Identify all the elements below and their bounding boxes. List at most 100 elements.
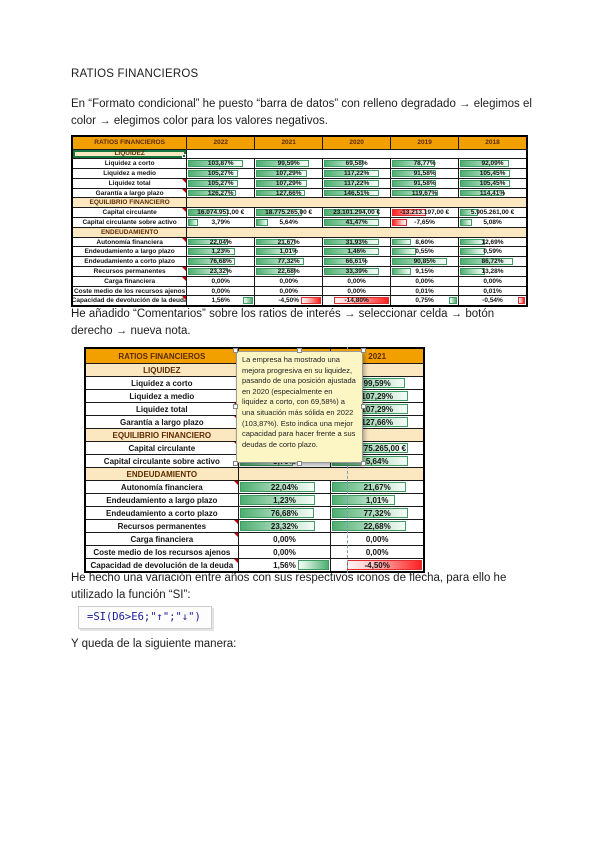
note-selection-handle [296,461,302,466]
column-header: RATIOS FINANCIEROS [73,137,187,149]
value-cell: 77,32% [254,257,322,267]
value-text: 0,00% [483,277,502,285]
data-bar [188,268,229,275]
page-title: RATIOS FINANCIEROS [71,68,199,80]
value-cell: 0,00% [254,286,322,296]
table-row: Coste medio de los recursos ajenos 0,00% 0… [73,285,526,296]
data-bar [256,238,296,246]
value-cell: 18.775.265,00 € [254,208,322,218]
data-bar [392,189,438,197]
value-cell: 16.074.951,00 € [186,208,254,218]
value-text: 5,64% [365,456,389,466]
value-cell: 22,04% [237,481,331,493]
value-cell: 0,59% [458,247,526,257]
data-bar [460,238,486,246]
value-cell: 1,56% [186,296,254,306]
value-text: 1,01% [279,248,298,256]
value-text: -7,65% [414,218,435,226]
value-cell: 66,61% [322,257,390,267]
value-cell: 0,00% [186,286,254,296]
data-bar [188,219,199,226]
data-bar [188,209,229,217]
value-cell: 105,27% [186,178,254,188]
row-label: Liquidez a corto [131,378,193,388]
row-label: Garantía a largo plazo [86,416,238,428]
table-row: Autonomía financiera 22,04% 21,67% 31,93% 8,… [73,236,526,247]
row-label: Capital circulante [86,442,238,454]
value-text: 92,09% [481,160,504,168]
data-bar [324,160,363,168]
value-cell: 117,22% [322,178,390,188]
column-header: 2019 [390,137,459,149]
value-cell: 91,58% [390,169,458,178]
value-text: 126,27% [207,189,234,197]
data-bar [392,219,407,226]
value-cell: 0,00% [390,276,458,286]
value-text: 0,00% [273,547,296,557]
value-cell: 0,00% [458,276,526,286]
row-label: Garantía a largo plazo [73,188,187,198]
data-bar [256,219,269,226]
value-text: 146,51% [343,189,370,197]
value-cell: 0,00% [254,276,322,286]
value-text: 0,00% [415,277,434,285]
section-row: ENDEUDAMIENTO [73,226,526,237]
value-cell: 1,01% [330,494,423,506]
data-bar [324,219,380,226]
value-text: 105,27% [207,169,234,177]
value-cell: 0,01% [458,286,526,296]
value-cell: 0,00% [186,276,254,286]
value-cell: -7,65% [390,218,458,227]
value-cell: 22,68% [254,267,322,276]
data-bar [392,238,411,246]
note-selection-handle [233,348,238,353]
value-text: 127,66% [275,189,302,197]
data-bar [460,248,486,256]
row-label: Autonomía financiera [73,237,187,247]
data-bar [517,297,526,305]
data-bar [392,170,437,177]
data-bar [324,170,380,177]
table-row: Recursos permanentes 23,32% 22,68% [86,519,423,532]
value-cell: -0,54% [458,296,526,306]
value-text: 117,22% [343,179,370,187]
data-bar [188,258,236,266]
data-bar [188,238,228,246]
value-cell: 12,69% [458,237,526,247]
value-cell: 9,15% [390,267,458,276]
column-header: 2018 [458,137,527,149]
data-bar [449,297,458,305]
value-text: 119,67% [411,189,438,197]
value-cell: 1,46% [322,247,390,257]
row-label: Coste medio de los recursos ajenos [93,547,231,557]
data-bar [256,268,296,275]
value-cell: 21,67% [330,481,423,493]
data-bar [242,297,254,305]
table-row: Carga financiera 0,00% 0,00% 0,00% 0,00% 0,00… [73,275,526,286]
table-row: Capital circulante sobre activo 3,79% 5,64… [73,217,526,227]
data-bar [324,248,380,256]
value-cell: 107,29% [254,178,322,188]
value-cell: 76,68% [186,257,254,267]
data-bar [256,179,307,187]
value-cell: 78,77% [390,159,458,169]
value-text: 21,67% [277,238,300,246]
paragraph-comments: He añadido “Comentarios” sobre los ratio… [71,308,495,337]
data-bar [188,170,239,177]
value-text: 105,45% [479,169,506,177]
value-cell: 119,67% [390,188,458,198]
table-row: Carga financiera 0,00% 0,00% [86,532,423,545]
data-bar [324,258,366,266]
table-row: Liquidez a medio 105,27% 107,29% 117,22% 91,… [73,168,526,178]
value-cell: 13,28% [458,267,526,276]
value-text: 127,66% [361,417,393,427]
value-text: 0,00% [279,277,298,285]
value-text: 23,32% [209,267,232,275]
section-band [186,149,526,159]
value-text: 0,55% [415,248,434,256]
value-text: 1,23% [211,248,230,256]
row-label: Liquidez a medio [103,169,156,177]
value-text: 5.905.261,00 € [470,209,515,217]
value-cell: 23,32% [237,520,331,532]
